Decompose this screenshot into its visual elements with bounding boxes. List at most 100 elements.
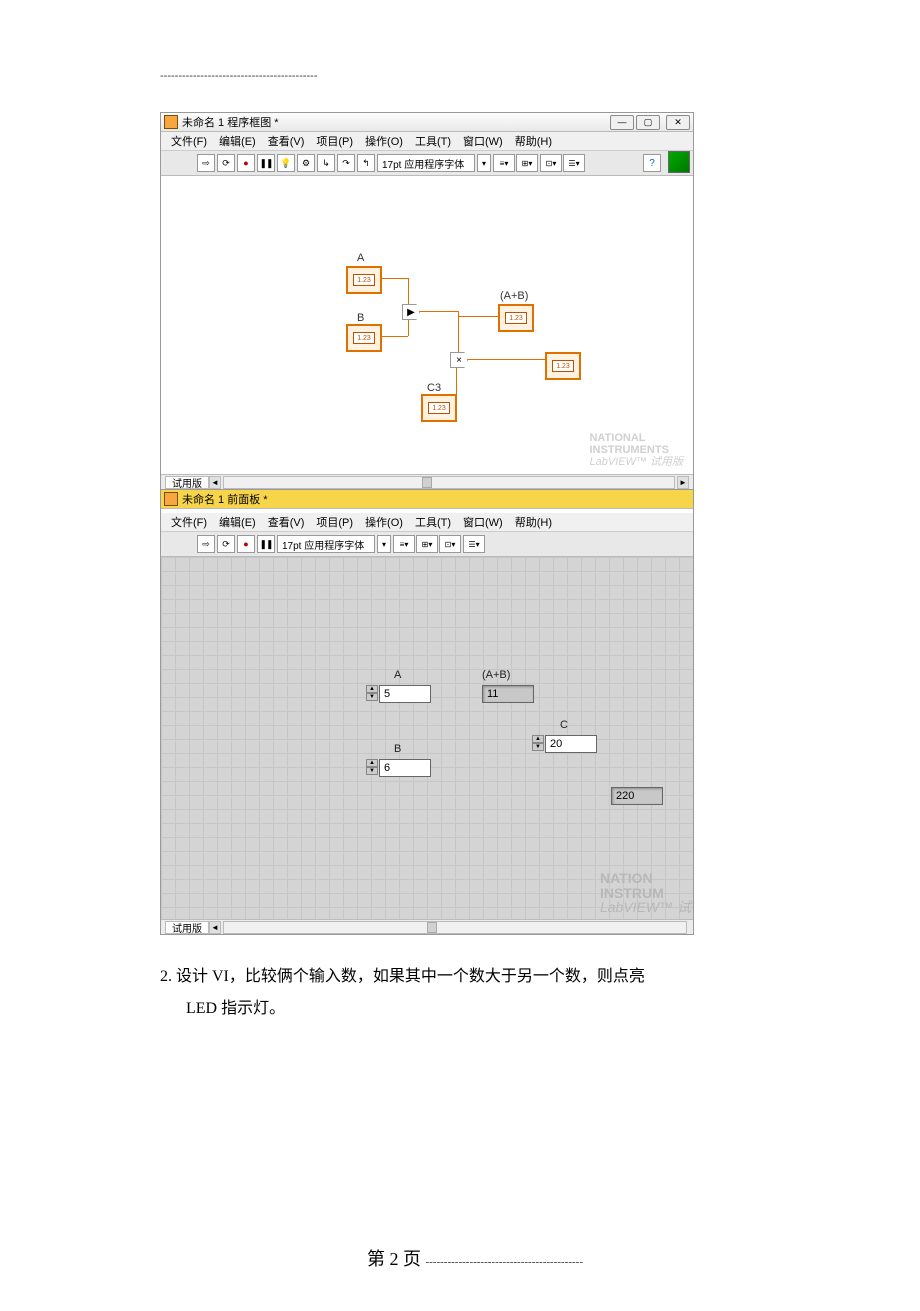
wire [458,311,459,356]
resize-button[interactable]: ⊡▾ [439,535,461,553]
input-a[interactable]: 5 [379,685,431,703]
menu-edit[interactable]: 编辑(E) [213,133,262,149]
run-button[interactable]: ⇨ [197,154,215,172]
control-a[interactable]: 1.23 [346,266,382,294]
run-cont-button[interactable]: ⟳ [217,154,235,172]
abort-button[interactable]: ● [237,154,255,172]
titlebar-2: 未命名 1 前面板 * [161,490,693,509]
footer-page-num: 第 2 页 [367,1249,421,1269]
question-line-1: 2. 设计 VI，比较俩个输入数，如果其中一个数大于另一个数，则点亮 [160,968,645,985]
step-over-button[interactable]: ↷ [337,154,355,172]
fp-label-b: B [394,743,401,755]
input-c[interactable]: 20 [545,735,597,753]
font-dropdown[interactable]: ▾ [377,535,391,553]
retain-button[interactable]: ⚙ [297,154,315,172]
resize-button[interactable]: ⊡▾ [540,154,562,172]
highlight-button[interactable]: 💡 [277,154,295,172]
menu-edit[interactable]: 编辑(E) [213,514,262,530]
node-label-ab: (A+B) [500,290,528,302]
control-b[interactable]: 1.23 [346,324,382,352]
node-label-c3: C3 [427,382,441,394]
scroll-left[interactable]: ◄ [209,476,221,489]
front-panel-canvas[interactable]: A ▲▼ 5 B ▲▼ 6 (A+B) 11 C ▲▼ 20 220 NATIO… [161,557,693,919]
pause-button[interactable]: ❚❚ [257,154,275,172]
watermark-2: NATION INSTRUM LabVIEW™ 试 [600,871,691,915]
run-button[interactable]: ⇨ [197,535,215,553]
menu-project[interactable]: 项目(P) [310,514,359,530]
status-label-1: 试用版 [165,476,209,489]
scroll-right[interactable]: ► [677,476,689,489]
vi-icon[interactable] [668,151,690,173]
scrollbar-h-1[interactable] [223,476,675,489]
block-diagram-window: 未命名 1 程序框图 * — ▢ ✕ 文件(F) 编辑(E) 查看(V) 项目(… [160,112,694,490]
watermark-line1: NATION [600,871,691,886]
indicator-out: 220 [611,787,663,805]
menu-file[interactable]: 文件(F) [165,133,213,149]
watermark-line1: NATIONAL [589,432,683,444]
menu-window[interactable]: 窗口(W) [457,133,509,149]
fp-label-ab: (A+B) [482,669,510,681]
node-label-a: A [357,252,364,264]
menu-tools[interactable]: 工具(T) [409,133,457,149]
scroll-thumb[interactable] [422,477,432,488]
menubar-1: 文件(F) 编辑(E) 查看(V) 项目(P) 操作(O) 工具(T) 窗口(W… [161,132,693,151]
spinner-b[interactable]: ▲▼ [366,759,378,775]
watermark-line3: LabVIEW™ 试用版 [589,456,683,468]
titlebar-1: 未命名 1 程序框图 * — ▢ ✕ [161,113,693,132]
close-button[interactable]: ✕ [666,115,690,130]
maximize-button[interactable]: ▢ [636,115,660,130]
menu-operate[interactable]: 操作(O) [359,514,409,530]
menu-view[interactable]: 查看(V) [262,133,311,149]
menu-project[interactable]: 项目(P) [310,133,359,149]
help-icon[interactable]: ? [643,154,661,172]
run-cont-button[interactable]: ⟳ [217,535,235,553]
align-button[interactable]: ≡▾ [493,154,515,172]
multiply-operator[interactable]: × [450,352,468,368]
spinner-a[interactable]: ▲▼ [366,685,378,701]
step-into-button[interactable]: ↳ [317,154,335,172]
menu-help[interactable]: 帮助(H) [509,133,558,149]
menubar-2: 文件(F) 编辑(E) 查看(V) 项目(P) 操作(O) 工具(T) 窗口(W… [161,513,693,532]
wire [378,278,408,279]
window-title-2: 未命名 1 前面板 * [182,491,268,507]
toolbar-1: ⇨ ⟳ ● ❚❚ 💡 ⚙ ↳ ↷ ↰ 17pt 应用程序字体 ▾ ≡▾ ⊞▾ ⊡… [161,151,693,176]
align-button[interactable]: ≡▾ [393,535,415,553]
distribute-button[interactable]: ⊞▾ [416,535,438,553]
add-operator[interactable]: ▶ [402,304,420,320]
font-selector[interactable]: 17pt 应用程序字体 [277,535,375,553]
fp-label-c: C [560,719,568,731]
font-dropdown[interactable]: ▾ [477,154,491,172]
abort-button[interactable]: ● [237,535,255,553]
scroll-thumb[interactable] [427,922,437,933]
statusbar-2: 试用版 ◄ [161,919,693,934]
page-root: ----------------------------------------… [0,0,920,1311]
distribute-button[interactable]: ⊞▾ [516,154,538,172]
scrollbar-h-2[interactable] [223,921,687,934]
menu-help[interactable]: 帮助(H) [509,514,558,530]
minimize-button[interactable]: — [610,115,634,130]
input-b[interactable]: 6 [379,759,431,777]
reorder-button[interactable]: ☰▾ [563,154,585,172]
step-out-button[interactable]: ↰ [357,154,375,172]
menu-tools[interactable]: 工具(T) [409,514,457,530]
indicator-out[interactable]: 1.23 [545,352,581,380]
toolbar-2: ⇨ ⟳ ● ❚❚ 17pt 应用程序字体 ▾ ≡▾ ⊞▾ ⊡▾ ☰▾ [161,532,693,557]
scroll-left[interactable]: ◄ [209,921,221,934]
control-c3[interactable]: 1.23 [421,394,457,422]
fp-label-a: A [394,669,401,681]
watermark-1: NATIONAL INSTRUMENTS LabVIEW™ 试用版 [589,432,683,468]
status-label-2: 试用版 [165,921,209,934]
window-title-1: 未命名 1 程序框图 * [182,114,279,130]
menu-view[interactable]: 查看(V) [262,514,311,530]
labview-icon [164,492,178,506]
font-selector[interactable]: 17pt 应用程序字体 [377,154,475,172]
menu-file[interactable]: 文件(F) [165,514,213,530]
block-diagram-canvas[interactable]: A 1.23 B 1.23 C3 1.23 (A+B) 1.23 1.23 ▶ … [161,176,693,474]
reorder-button[interactable]: ☰▾ [463,535,485,553]
menu-operate[interactable]: 操作(O) [359,133,409,149]
watermark-line3: LabVIEW™ 试 [600,900,691,915]
menu-window[interactable]: 窗口(W) [457,514,509,530]
indicator-ab[interactable]: 1.23 [498,304,534,332]
pause-button[interactable]: ❚❚ [257,535,275,553]
spinner-c[interactable]: ▲▼ [532,735,544,751]
